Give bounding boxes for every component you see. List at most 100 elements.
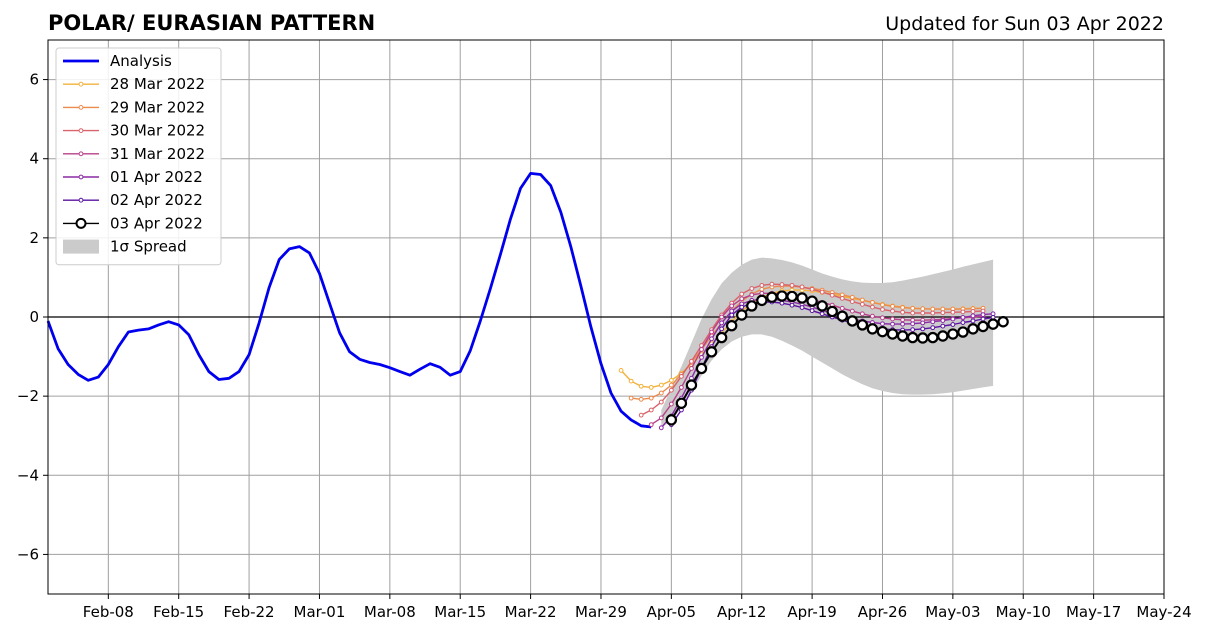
data-point	[970, 318, 976, 324]
data-point	[950, 316, 956, 322]
updated-label: Updated for Sun 03 Apr 2022	[885, 13, 1164, 35]
data-point	[705, 346, 718, 358]
data-point	[648, 395, 654, 401]
y-tick-label: 4	[29, 150, 39, 168]
data-point	[839, 296, 845, 301]
data-point	[950, 322, 956, 327]
data-point	[658, 390, 664, 396]
data-point	[819, 311, 825, 317]
legend-label: Analysis	[110, 52, 172, 70]
data-point	[906, 331, 919, 344]
y-tick-label: 6	[29, 71, 39, 89]
legend-marker	[75, 217, 87, 229]
data-point	[658, 399, 664, 405]
legend-box	[55, 47, 222, 266]
data-point	[689, 358, 694, 364]
data-point	[776, 290, 788, 302]
data-point	[880, 302, 885, 308]
x-tick-label: Mar-01	[294, 603, 346, 621]
data-point	[786, 290, 798, 303]
data-point	[960, 314, 966, 320]
legend-label: 02 Apr 2022	[110, 191, 203, 209]
data-point	[816, 300, 828, 312]
data-point	[900, 305, 905, 310]
data-point	[920, 310, 926, 316]
x-tick-label: Feb-15	[153, 603, 204, 621]
x-tick-label: Mar-15	[434, 603, 486, 621]
data-point	[859, 301, 865, 307]
data-point	[638, 412, 644, 418]
data-point	[876, 325, 889, 338]
data-point	[668, 387, 674, 393]
data-point	[910, 321, 916, 327]
data-point	[900, 309, 905, 315]
data-point	[927, 331, 939, 344]
data-point	[759, 286, 765, 292]
data-point	[779, 300, 785, 306]
data-point	[930, 325, 936, 331]
legend-label: 31 Mar 2022	[110, 145, 205, 163]
legend-marker	[78, 151, 84, 157]
data-point	[957, 326, 969, 338]
analysis-line	[46, 171, 652, 429]
data-point	[940, 318, 946, 323]
data-point	[980, 316, 986, 322]
data-point	[809, 308, 815, 314]
legend-label: 30 Mar 2022	[110, 122, 205, 140]
data-point	[729, 303, 735, 309]
data-point	[839, 305, 845, 311]
x-tick-label: Apr-05	[647, 603, 697, 621]
data-point	[980, 312, 986, 318]
data-point	[796, 292, 808, 304]
data-point	[890, 321, 895, 327]
data-point	[806, 295, 818, 307]
series-0	[46, 171, 652, 429]
data-point	[658, 415, 664, 421]
data-point	[719, 320, 725, 326]
data-point	[638, 383, 644, 389]
data-point	[679, 373, 684, 379]
series-lines	[46, 171, 1009, 431]
legend-label: 01 Apr 2022	[110, 168, 203, 186]
data-point	[715, 331, 728, 344]
data-point	[739, 296, 745, 302]
data-point	[756, 294, 768, 307]
y-tick-label: 2	[29, 229, 39, 247]
data-point	[920, 326, 926, 332]
legend-marker	[78, 197, 84, 203]
data-point	[766, 291, 778, 303]
x-tick-label: Feb-22	[224, 603, 275, 621]
data-point	[880, 307, 885, 312]
data-point	[940, 323, 946, 329]
y-tick-label: −2	[17, 387, 39, 405]
legend-label: 29 Mar 2022	[110, 98, 205, 116]
data-point	[759, 290, 765, 296]
data-point	[628, 395, 634, 401]
chart-title: POLAR/ EURASIAN PATTERN	[48, 11, 375, 35]
data-point	[749, 292, 755, 298]
data-point	[769, 281, 775, 287]
y-tick-label: −4	[17, 466, 39, 484]
x-tick-label: May-03	[925, 603, 980, 621]
data-point	[970, 309, 976, 314]
series-7	[665, 290, 1009, 426]
data-point	[709, 336, 714, 342]
data-point	[960, 320, 966, 325]
data-point	[859, 297, 865, 303]
data-point	[699, 347, 704, 352]
legend-label: 03 Apr 2022	[110, 214, 203, 232]
data-point	[746, 300, 758, 312]
data-point	[870, 299, 875, 305]
data-point	[890, 316, 895, 322]
legend-marker	[78, 174, 84, 180]
data-point	[930, 319, 936, 325]
data-point	[679, 385, 684, 390]
data-point	[789, 282, 795, 288]
data-point	[648, 422, 654, 428]
x-tick-label: Mar-08	[364, 603, 416, 621]
data-point	[849, 299, 855, 304]
data-point	[739, 304, 745, 310]
data-point	[729, 312, 735, 318]
data-point	[950, 309, 956, 315]
